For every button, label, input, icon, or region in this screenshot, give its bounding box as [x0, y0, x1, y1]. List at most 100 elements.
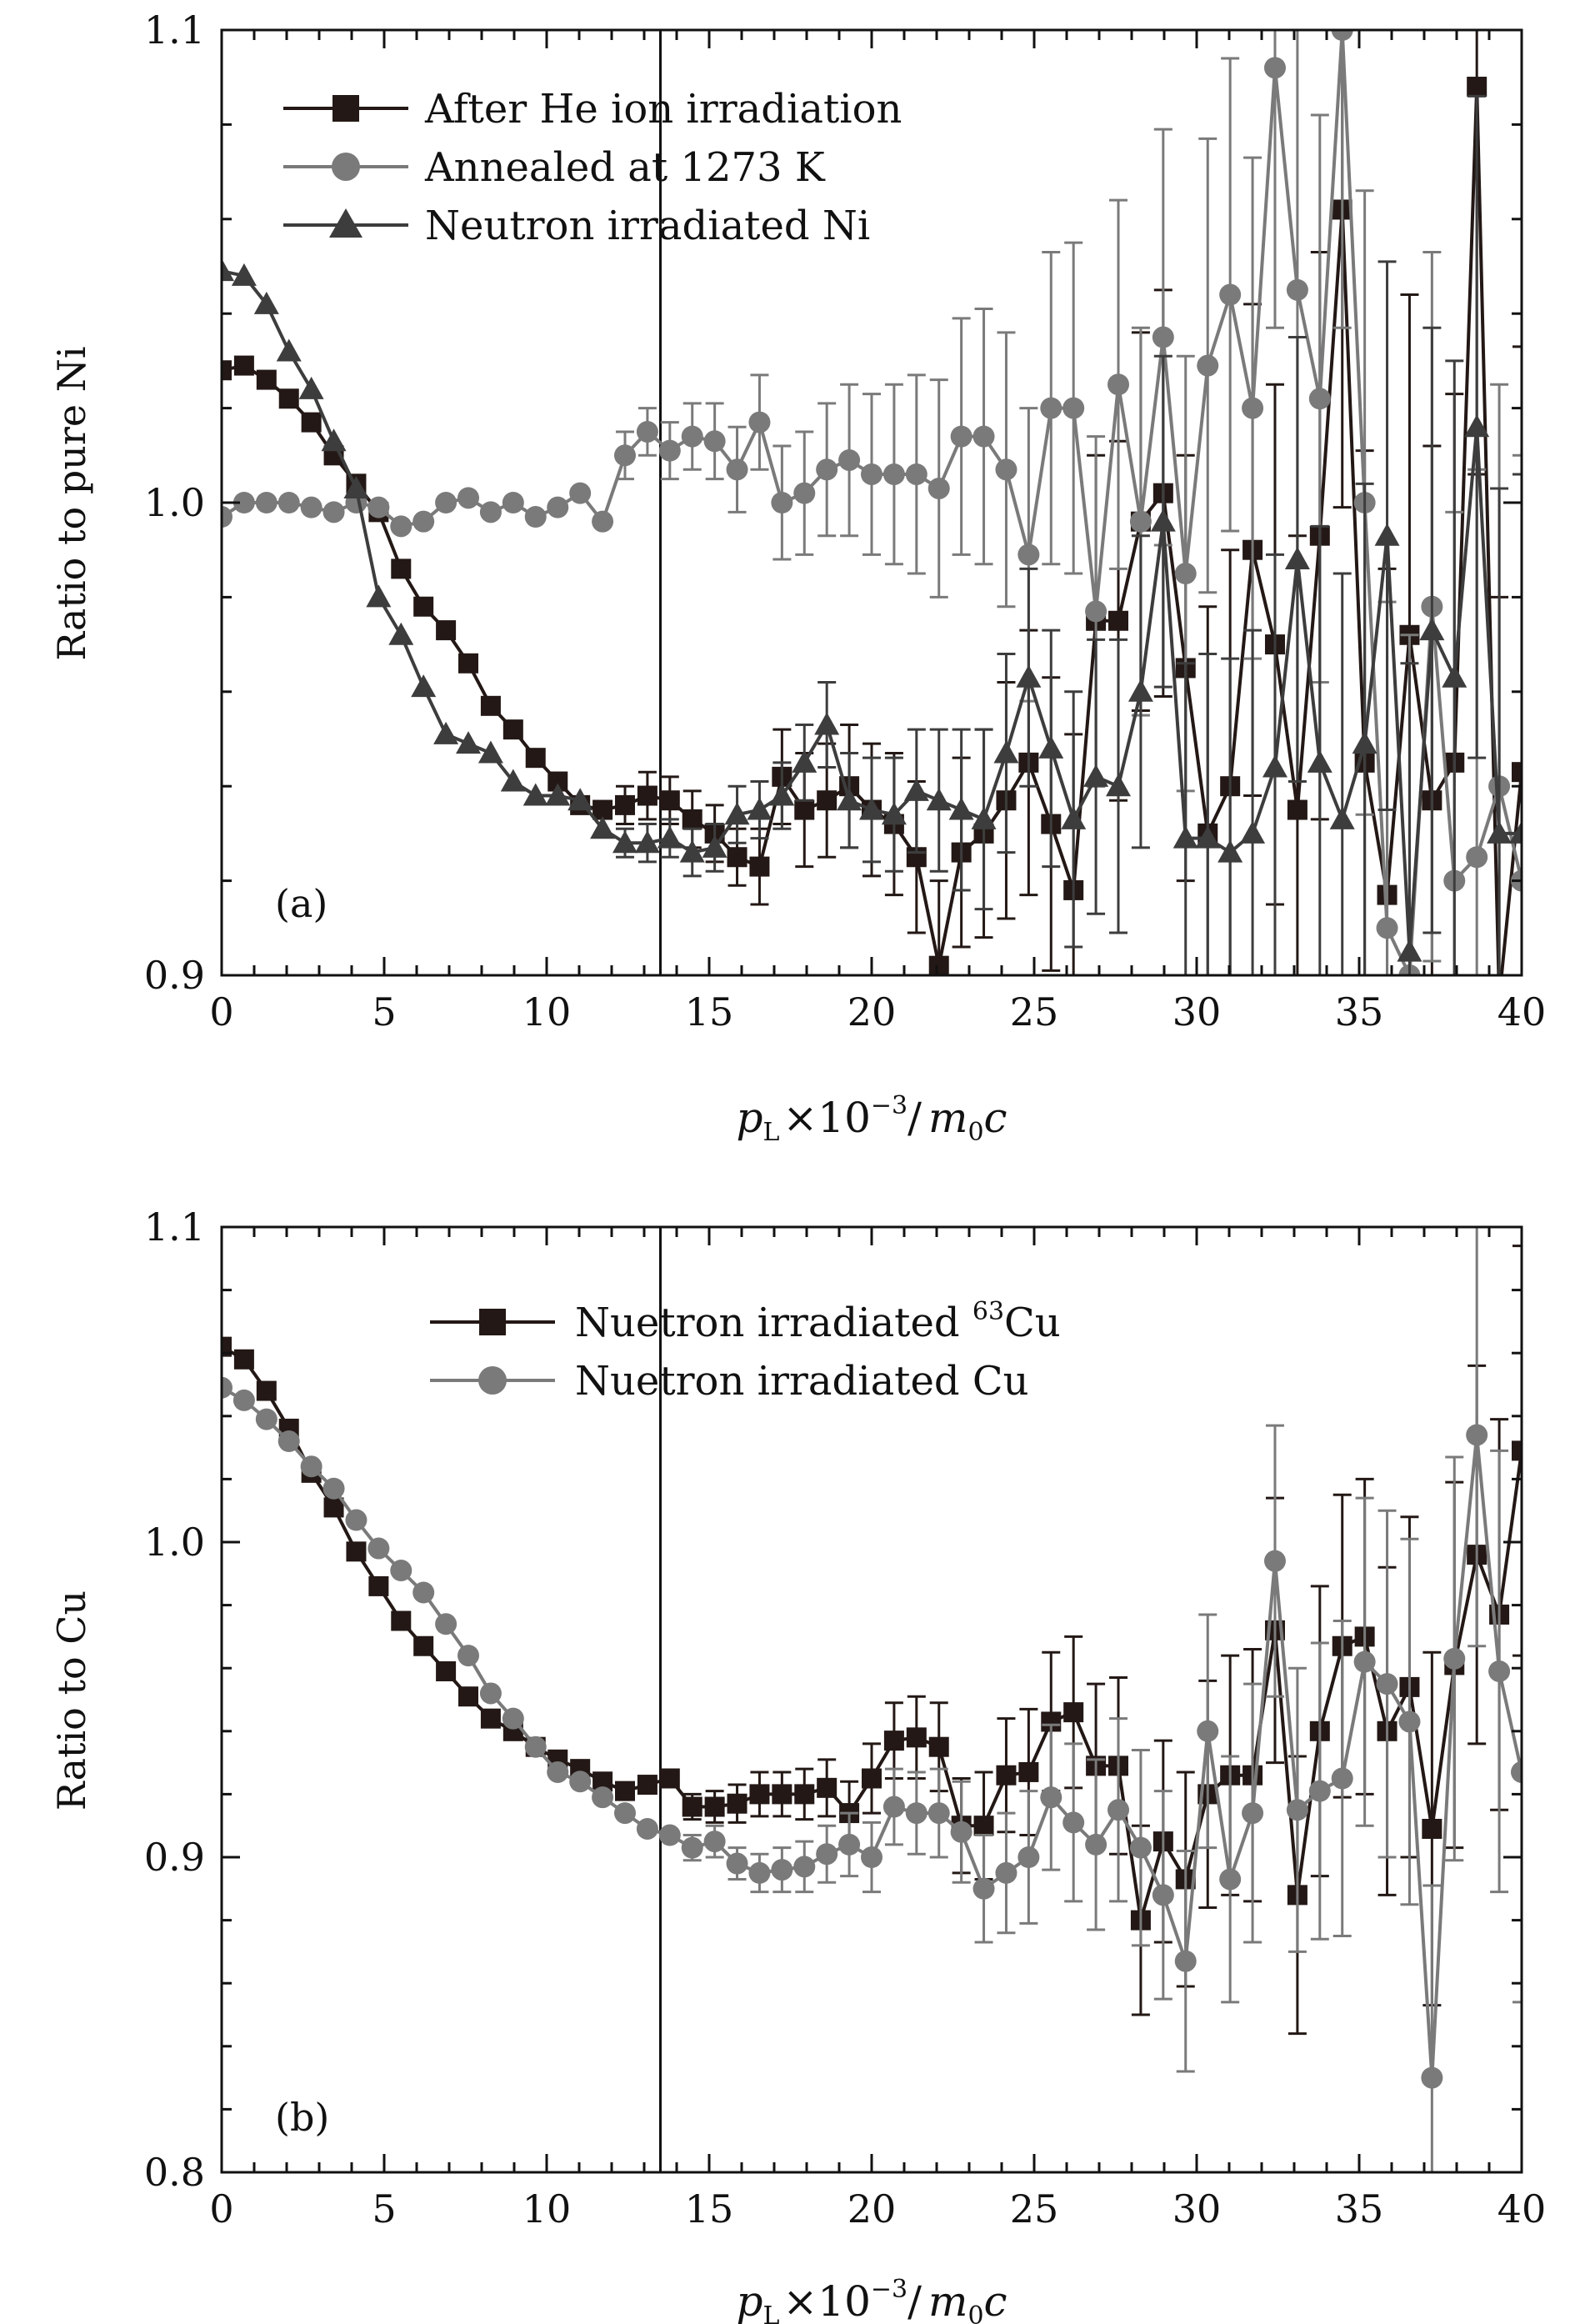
data-point	[882, 1796, 905, 1818]
x-tick-label: 40	[1498, 2186, 1547, 2231]
data-point	[458, 487, 480, 509]
x-tick-label: 20	[848, 2186, 897, 2231]
data-point	[253, 291, 279, 314]
data-point	[1174, 1950, 1197, 1972]
data-point	[1308, 388, 1331, 410]
data-point	[1038, 735, 1064, 759]
data-point	[817, 790, 838, 811]
data-point	[1419, 618, 1445, 641]
legend-entry-annealed: Annealed at 1273 K	[283, 144, 826, 191]
data-point	[817, 1777, 838, 1798]
data-point	[1108, 1799, 1130, 1821]
data-point	[1421, 2066, 1443, 2089]
data-point	[547, 1761, 569, 1783]
data-point	[1106, 774, 1132, 797]
data-point	[637, 1775, 658, 1796]
data-point	[614, 794, 635, 815]
data-point	[613, 444, 636, 467]
data-point	[1512, 1440, 1522, 1461]
data-point	[837, 788, 862, 811]
data-point	[1240, 820, 1266, 844]
x-tick-label: 10	[522, 989, 572, 1034]
x-tick-label: 30	[1172, 989, 1222, 1034]
data-point	[413, 596, 434, 617]
data-point	[368, 1575, 389, 1596]
data-point	[928, 477, 950, 499]
data-point	[679, 839, 705, 863]
error-bar	[1512, 345, 1522, 975]
x-tick-label: 0	[209, 2186, 233, 2231]
legend-marker-square	[332, 95, 359, 122]
data-point	[1108, 373, 1130, 396]
panel-a-data	[222, 30, 1522, 975]
legend-label-annealed: Annealed at 1273 K	[424, 144, 826, 191]
data-point	[995, 1861, 1018, 1884]
data-point	[794, 1784, 815, 1805]
data-point	[1242, 397, 1264, 419]
data-point	[905, 463, 928, 485]
panel-b-x-tick-labels: 0 5 10 15 20 25 30 35 40	[209, 2186, 1546, 2231]
data-point	[1150, 508, 1176, 532]
legend-marker-triangle	[329, 208, 362, 238]
data-point	[525, 748, 546, 769]
data-point	[480, 695, 501, 716]
data-point	[861, 1846, 882, 1868]
data-point	[838, 448, 861, 471]
data-point	[634, 830, 660, 854]
error-bar	[1512, 473, 1522, 975]
data-point	[1219, 283, 1242, 306]
panel-b-y-tick-labels: 0.8 0.9 1.0 1.1	[144, 1205, 205, 2195]
data-point	[1487, 820, 1512, 844]
data-point	[993, 740, 1019, 764]
data-point	[748, 1861, 771, 1884]
data-point	[1376, 917, 1398, 939]
data-point	[1307, 749, 1332, 773]
panel-a-legend: After He ion irradiation Annealed at 127…	[283, 86, 902, 249]
data-point	[1374, 523, 1400, 546]
panel-a-y-axis-label: Ratio to pure Ni	[49, 346, 94, 660]
legend-marker-circle	[478, 1366, 507, 1395]
data-point	[255, 1408, 278, 1430]
x-tick-label: 20	[848, 989, 897, 1034]
data-point	[1129, 510, 1152, 533]
data-point	[1040, 397, 1062, 419]
data-point	[1174, 563, 1197, 585]
data-point	[412, 1581, 435, 1604]
data-point	[368, 496, 390, 518]
data-point	[881, 802, 907, 825]
data-point	[882, 463, 905, 485]
x-tick-label: 10	[522, 2186, 572, 2231]
data-point	[1464, 414, 1490, 438]
legend-entry-cu: Nuetron irradiated Cu	[430, 1358, 1029, 1405]
data-point	[1287, 799, 1308, 820]
panel-a-y-tick-labels: 0.9 1.0 1.1	[144, 8, 205, 998]
data-point	[1398, 1710, 1421, 1733]
panel-a-x-tick-labels: 0 5 10 15 20 25 30 35 40	[209, 989, 1546, 1034]
data-point	[637, 785, 658, 806]
data-point	[749, 856, 770, 877]
panel-a-label: (a)	[275, 881, 328, 926]
data-point	[1331, 30, 1353, 41]
data-point	[478, 740, 503, 764]
data-point	[726, 458, 748, 481]
data-point	[278, 1430, 300, 1453]
data-point	[861, 463, 882, 485]
data-point	[1018, 1761, 1039, 1782]
data-point	[1352, 731, 1378, 754]
legend-marker-square	[479, 1309, 506, 1335]
data-point	[345, 1509, 368, 1531]
data-point	[814, 712, 840, 735]
data-point	[816, 1843, 838, 1866]
data-point	[222, 1336, 232, 1357]
data-point	[522, 783, 548, 806]
data-point	[636, 420, 658, 443]
data-point	[636, 1817, 658, 1840]
data-point	[1128, 679, 1153, 702]
data-point	[479, 501, 502, 523]
data-point	[1197, 354, 1219, 377]
data-point	[569, 1771, 592, 1793]
data-point	[391, 558, 412, 579]
data-point	[456, 731, 482, 754]
panel-a: 0 5 10 15 20 25 30 35 40 0.9 1.0 1.1 Ratio to pure…	[49, 8, 1546, 1147]
y-tick-label: 1.1	[144, 1205, 205, 1250]
